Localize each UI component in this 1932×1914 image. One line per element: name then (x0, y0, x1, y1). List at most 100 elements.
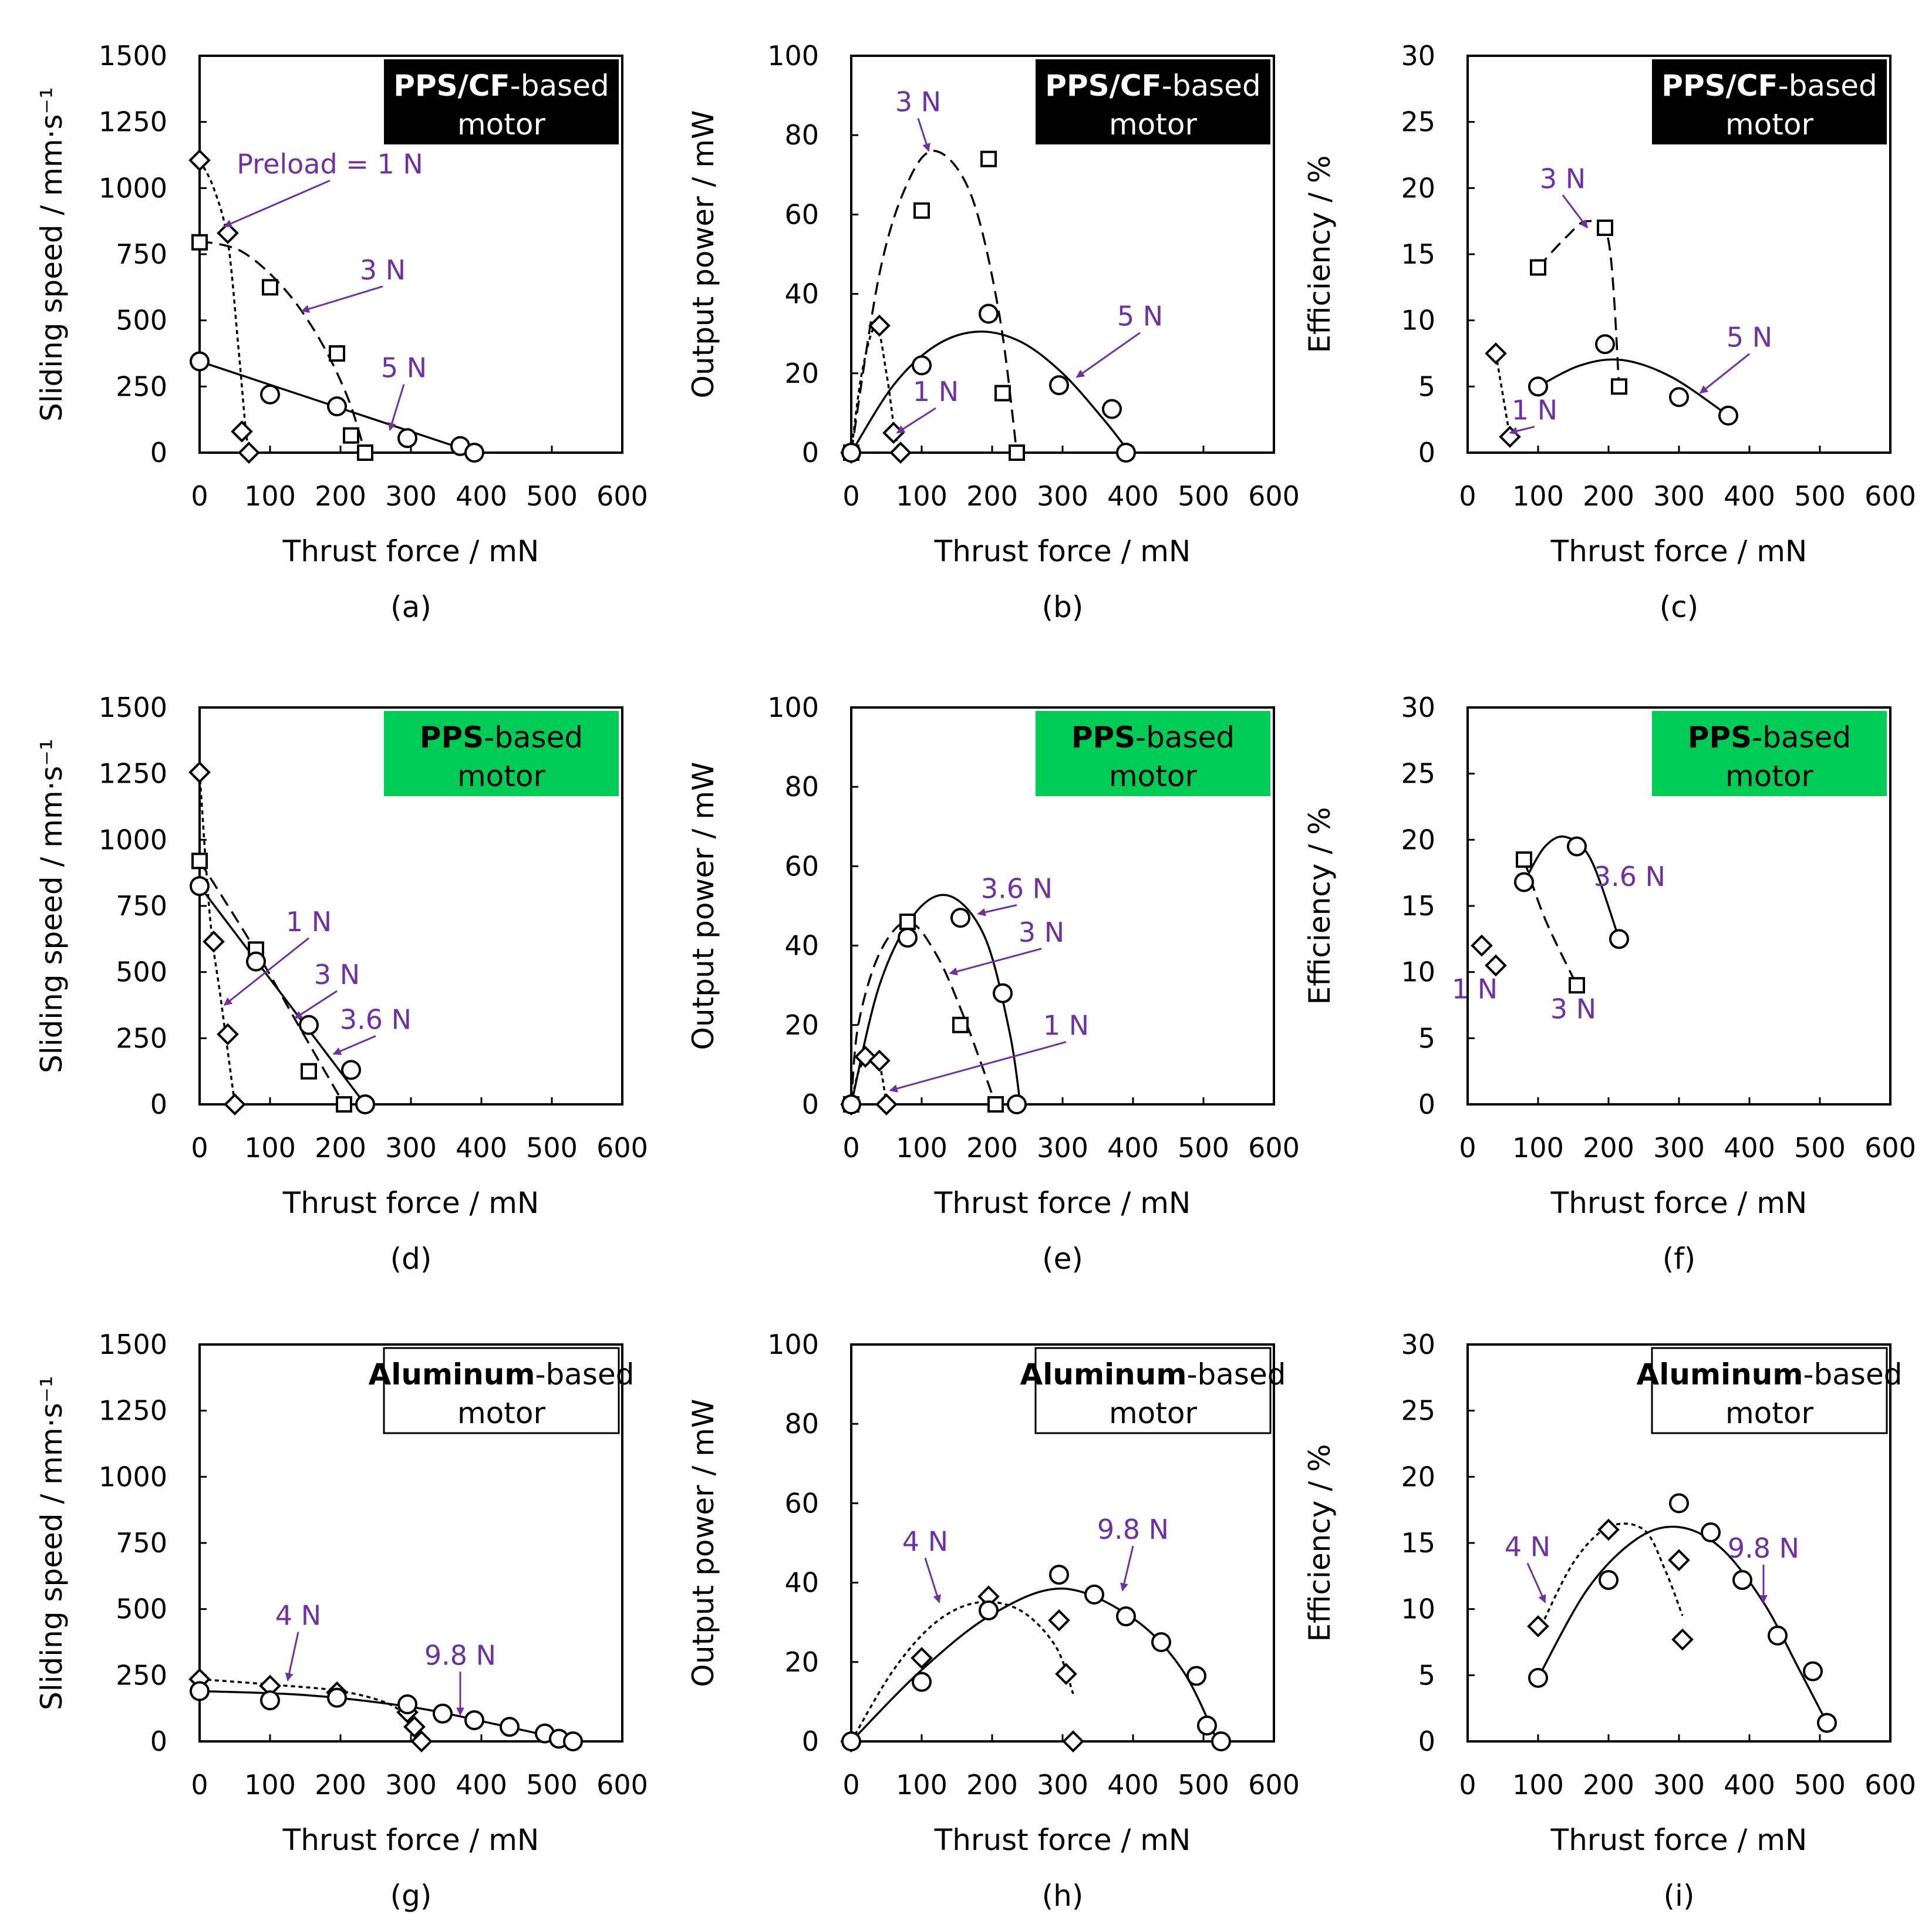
x-tick-label: 200 (315, 1132, 366, 1164)
annotation-label: 3 N (1550, 993, 1596, 1025)
x-tick-label: 0 (842, 480, 859, 512)
badge-box (384, 59, 619, 144)
y-tick-label: 80 (784, 119, 819, 151)
x-tick-label: 0 (1459, 1132, 1476, 1164)
badge-title: PPS/CF-based (1045, 69, 1260, 103)
data-point-5-n (1049, 375, 1069, 396)
x-tick-label: 300 (385, 1769, 437, 1801)
annotation-label: 9.8 N (1728, 1532, 1799, 1564)
y-tick-label: 60 (784, 1487, 819, 1519)
x-tick-label: 100 (896, 1769, 948, 1801)
annotation-arrow (949, 948, 1042, 976)
x-tick-label: 600 (1864, 1769, 1916, 1801)
data-point-3-6-n (1514, 872, 1534, 892)
data-point-1-n (1499, 426, 1521, 448)
data-point-1-n (889, 442, 912, 464)
data-point-3-n (1597, 219, 1613, 236)
x-tick-label: 500 (1794, 1769, 1846, 1801)
data-point-9-8-n (912, 1672, 932, 1692)
x-axis-label: Thrust force / mN (934, 1186, 1191, 1220)
badge-suffix: -based (1135, 720, 1235, 754)
data-point-5-n (464, 443, 484, 463)
y-tick-label: 15 (1401, 1527, 1435, 1559)
y-tick-label: 0 (802, 437, 819, 469)
x-tick-label: 100 (244, 480, 296, 512)
annotation-label: 9.8 N (1097, 1514, 1169, 1545)
series-line-5-n (1537, 358, 1729, 417)
x-tick-label: 300 (1037, 480, 1088, 512)
annotation-label: Preload = 1 N (237, 149, 423, 180)
y-tick-label: 10 (1401, 956, 1435, 988)
data-point-9-8-n (563, 1731, 583, 1751)
annotation-arrow (301, 285, 383, 313)
x-tick-label: 0 (842, 1769, 859, 1801)
x-tick-label: 200 (315, 1769, 366, 1801)
x-tick-label: 600 (596, 1769, 648, 1801)
badge-subtitle: motor (1109, 107, 1197, 141)
y-tick-label: 500 (116, 305, 167, 336)
data-point-3-6-n (950, 908, 970, 928)
y-tick-label: 100 (767, 1329, 819, 1360)
badge-box (1034, 1347, 1272, 1434)
data-point-9-8-n (1197, 1715, 1217, 1736)
y-tick-label: 0 (1418, 1089, 1435, 1120)
data-point-3-n (987, 1096, 1004, 1113)
series-line-3-n (851, 150, 1018, 453)
badge-suffix: -based (535, 1357, 634, 1391)
badge-subtitle: motor (1109, 1396, 1197, 1430)
data-point-9-8-n (841, 1731, 861, 1751)
badge-box (384, 711, 619, 796)
data-point-9-8-n (1768, 1625, 1788, 1646)
x-tick-label: 400 (1107, 480, 1159, 512)
badge-title: PPS-based (420, 720, 583, 754)
data-point-4-n (1527, 1615, 1549, 1637)
badge-material: Aluminum (1637, 1357, 1803, 1391)
data-point-3-n (262, 279, 278, 296)
panel-label: (b) (1042, 590, 1084, 624)
x-tick-label: 0 (1459, 480, 1476, 512)
badge-material: Aluminum (369, 1357, 535, 1391)
annotation-arrow (1075, 332, 1141, 378)
x-tick-label: 400 (1107, 1769, 1159, 1801)
x-axis-label: Thrust force / mN (282, 534, 540, 568)
data-point-3-6-n (898, 928, 918, 948)
x-axis-label: Thrust force / mN (934, 534, 1191, 568)
badge-material: PPS (420, 720, 484, 754)
data-point-9-8-n (1669, 1493, 1689, 1514)
y-tick-label: 750 (116, 238, 167, 270)
data-point-1-n (1485, 954, 1507, 977)
data-point-5-n (327, 396, 347, 417)
series-line-1-n (1495, 353, 1511, 437)
y-tick-label: 80 (784, 771, 819, 803)
y-tick-label: 15 (1401, 890, 1435, 922)
data-point-3-6-n (841, 1094, 861, 1114)
data-point-4-n (911, 1647, 933, 1669)
x-tick-label: 200 (1583, 1132, 1634, 1164)
badge-box (1652, 59, 1887, 144)
badge-title: Aluminum-based (369, 1357, 635, 1391)
y-axis-label: Sliding speed / mm·s⁻¹ (35, 1376, 69, 1710)
x-tick-label: 0 (191, 1132, 208, 1164)
data-point-4-n (410, 1730, 433, 1753)
data-point-3-6-n (299, 1015, 319, 1035)
y-tick-label: 0 (802, 1726, 819, 1757)
x-tick-label: 500 (1794, 1132, 1846, 1164)
annotation-arrow (889, 1041, 1067, 1093)
x-tick-label: 500 (1178, 480, 1229, 512)
data-point-3-6-n (1609, 929, 1629, 949)
badge-box (1652, 711, 1887, 796)
data-point-9-8-n (1116, 1606, 1136, 1627)
badge-material: PPS (1688, 720, 1752, 754)
data-point-1-n (224, 1093, 246, 1116)
x-tick-label: 100 (244, 1132, 296, 1164)
badge-subtitle: motor (1725, 759, 1813, 793)
y-axis-label: Efficiency / % (1303, 1444, 1337, 1642)
data-point-9-8-n (1732, 1570, 1752, 1590)
badge-title: Aluminum-based (1020, 1357, 1286, 1391)
chart-panel-b: 0 20 40 60 80 100 0 100 200 300 400 500 600 Thrust fo… (686, 40, 1300, 624)
series-line-9-8-n (1537, 1525, 1828, 1724)
x-tick-label: 0 (191, 480, 208, 512)
data-point-1-n (868, 1049, 891, 1072)
annotation-arrow (1526, 1562, 1546, 1603)
